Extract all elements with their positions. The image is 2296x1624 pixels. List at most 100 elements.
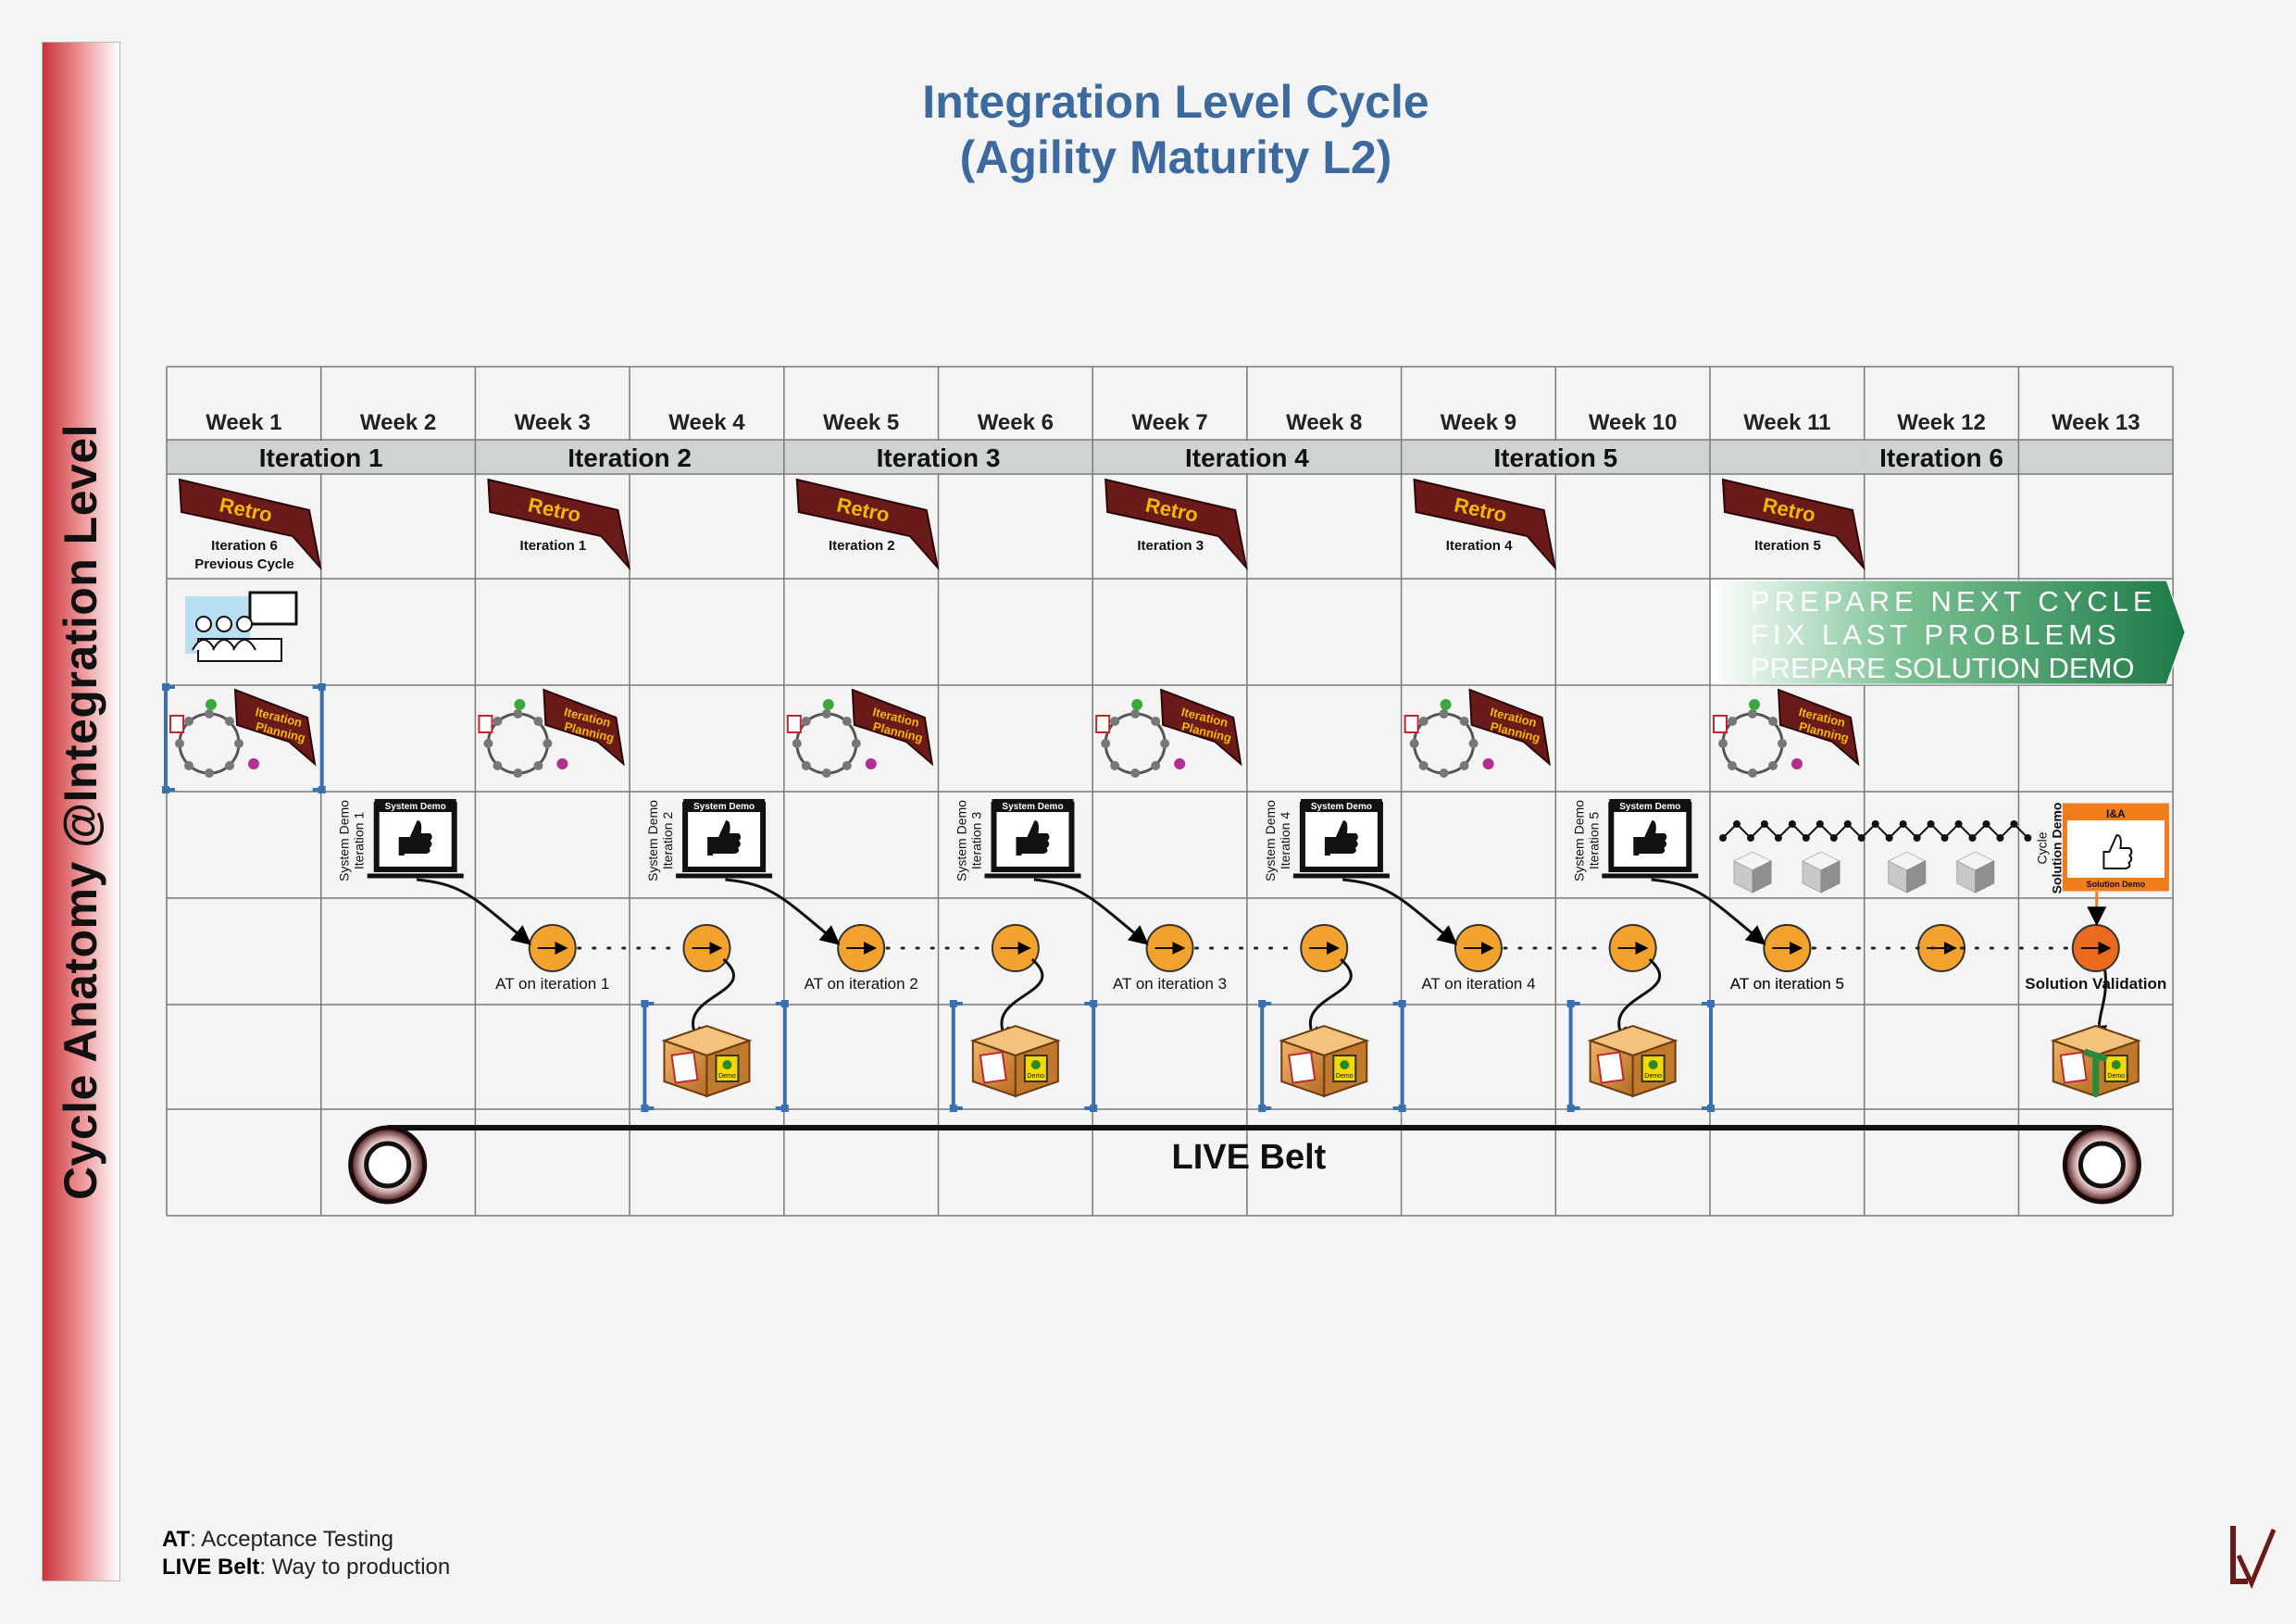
zigzag-node: [1788, 820, 1796, 828]
box-selection-handle: [1566, 1000, 1575, 1007]
planning-arrow-icon: [851, 688, 934, 767]
solution-thumbs-up-icon: [2103, 833, 2133, 869]
planning-node-icon: [1110, 761, 1120, 770]
demo-screen-title: System Demo: [385, 802, 446, 812]
at-label: AT on iteration 2: [805, 975, 918, 993]
zigzag-node: [1927, 820, 1935, 828]
box-selection: [1260, 1002, 1272, 1110]
box-selection-handle: [1707, 1105, 1715, 1112]
box-demo-label: Demo: [1336, 1073, 1354, 1080]
demo-screen-title: System Demo: [693, 802, 755, 812]
demo-side-label: System Demo: [955, 800, 969, 881]
validation-label: Solution Validation: [2025, 975, 2166, 993]
retro-arrow-icon: [795, 478, 940, 571]
box-demo-dot: [2111, 1060, 2121, 1069]
planning-doc-icon: [1404, 715, 1419, 733]
planning-node-icon: [513, 768, 523, 778]
planning-person-icon: [514, 699, 526, 710]
planning-selection: [312, 685, 324, 792]
page-title: Integration Level Cycle (Agility Maturit…: [0, 74, 2296, 185]
planning-node-icon: [1748, 709, 1757, 718]
planning-node-icon: [1468, 739, 1479, 748]
week-header: Week 5: [823, 410, 899, 435]
planning-node-icon: [225, 717, 234, 726]
meeting-person: [216, 616, 232, 632]
week-header: Week 6: [978, 410, 1054, 435]
prepare-banner-line: PREPARE NEXT CYCLE: [1751, 585, 2157, 618]
title-line-1: Integration Level Cycle: [922, 76, 1429, 128]
box-selection: [643, 1002, 655, 1110]
meeting-person-body: [212, 639, 236, 651]
zigzag-node: [1760, 820, 1768, 828]
zigzag-node: [1940, 834, 1949, 842]
iteration-header: Iteration 5: [1493, 443, 1617, 472]
box-selection: [775, 1002, 787, 1110]
box-demo-dot: [1340, 1060, 1350, 1069]
cube-right: [1906, 860, 1927, 893]
belt-wheel-right-hub: [2078, 1141, 2126, 1189]
solution-header: I&A: [2106, 807, 2126, 820]
at-to-box-curve: [1610, 957, 1662, 1048]
planning-node-icon: [1459, 761, 1469, 770]
box-selection-handle: [1258, 1000, 1267, 1007]
planning-arrow-icon: [233, 688, 317, 767]
retro-arrow-icon: [487, 478, 631, 571]
planning-doc-icon: [1095, 715, 1111, 733]
planning-node-icon: [1748, 768, 1757, 778]
demo-screen-header: [1609, 799, 1691, 812]
planning-node-icon: [543, 739, 553, 748]
meeting-icon: [185, 591, 298, 662]
box-demo-label: Demo: [1644, 1073, 1662, 1080]
week-header: Week 11: [1743, 410, 1830, 435]
planning-person-icon: [865, 758, 877, 769]
zigzag-node: [1829, 834, 1838, 842]
demo-side-label: Iteration 3: [969, 812, 984, 869]
retro-caption: Iteration 6: [211, 538, 278, 554]
zigzag-node: [1899, 820, 1907, 828]
retro-caption: Iteration 5: [1754, 538, 1821, 554]
box-demo-label: Demo: [1028, 1073, 1045, 1080]
demo-screen-header: [683, 799, 766, 812]
demo-side-label: System Demo: [337, 800, 352, 881]
planning-person-icon: [1440, 699, 1452, 710]
planning-doc-icon: [478, 715, 493, 733]
planning-node-icon: [493, 717, 503, 726]
retro-caption: Iteration 4: [1446, 538, 1513, 554]
planning-node-icon: [1110, 717, 1120, 726]
meeting-person-body: [232, 639, 256, 651]
planning-node-icon: [1160, 739, 1170, 748]
meeting-screen: [248, 591, 298, 626]
box-selection-handle: [780, 1105, 789, 1112]
week-header: Week 2: [360, 410, 436, 435]
planning-node-icon: [205, 768, 214, 778]
planning-node-icon: [1778, 739, 1787, 748]
planning-node-icon: [851, 739, 861, 748]
cube-icon: [1955, 851, 1995, 893]
flow-curve: [1651, 878, 1766, 945]
week-header: Week 10: [1589, 410, 1678, 435]
retro-caption: Iteration 1: [520, 538, 587, 554]
planning-doc-icon: [786, 715, 802, 733]
iteration-bar: [167, 440, 2174, 474]
planning-node-icon: [184, 761, 193, 770]
planning-node-icon: [1151, 761, 1161, 770]
thumbs-up-cuff: [398, 837, 405, 856]
planning-arrow-icon: [1468, 688, 1552, 767]
box-selection-handle: [1398, 1000, 1406, 1007]
solution-package-box: Demo: [2050, 1024, 2141, 1098]
box-selection: [1702, 1002, 1713, 1110]
planning-node-icon: [821, 768, 831, 778]
planning-node-icon: [205, 709, 214, 718]
planning-doc-icon: [169, 715, 184, 733]
cube-right: [1752, 860, 1772, 893]
